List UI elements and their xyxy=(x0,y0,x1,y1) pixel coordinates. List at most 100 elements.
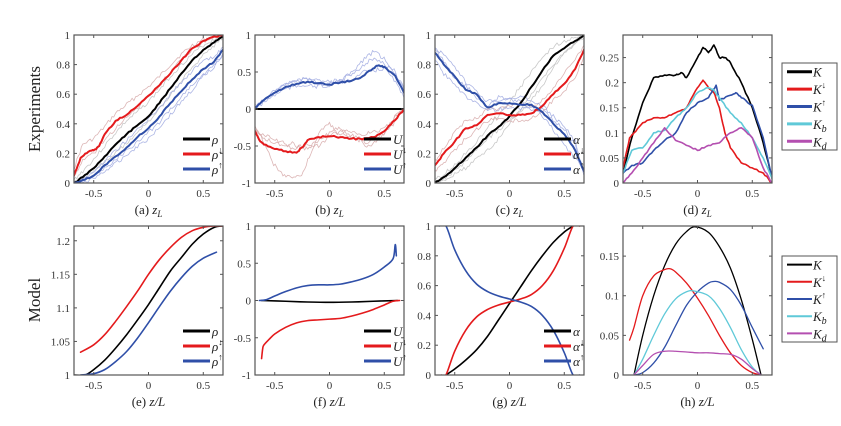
background-trace xyxy=(255,108,404,151)
plot-area xyxy=(255,49,404,179)
x-axis-label-var: z xyxy=(333,202,339,217)
background-trace xyxy=(74,54,223,183)
legend-label-h: K xyxy=(812,258,823,273)
y-tick-label: 1 xyxy=(426,30,432,42)
x-axis-label: (f) z/L xyxy=(313,394,345,409)
legend-sub: b xyxy=(822,316,827,327)
x-axis-label-var: z xyxy=(151,202,157,217)
x-axis-label-var: z/L xyxy=(148,394,165,409)
x-tick-label: 0 xyxy=(695,380,701,392)
panel-g: -0.5 0 0.500.20.40.60.81(g) z/Lαα↓α↑ xyxy=(417,221,585,409)
x-axis-label-sub: L xyxy=(156,209,162,219)
legend-sup: ↓ xyxy=(402,337,407,347)
plot-area xyxy=(628,226,764,375)
series-line-e-1 xyxy=(79,226,223,353)
legend-label-e: ρ xyxy=(211,324,218,339)
plot-area xyxy=(435,35,584,183)
x-axis-label-panel: (c) xyxy=(496,202,514,217)
y-tick-label: 0.6 xyxy=(56,89,70,101)
y-tick-label: 1.05 xyxy=(51,336,71,348)
series-line-a-2 xyxy=(74,48,223,183)
background-trace xyxy=(74,35,223,170)
y-tick-label: 1 xyxy=(246,30,252,42)
x-tick-label: 0.5 xyxy=(745,188,759,200)
legend-sub: d xyxy=(822,141,828,152)
series-line-h-3 xyxy=(633,289,762,375)
legend-label-h: Kd xyxy=(812,326,828,344)
legend-sup: ↓ xyxy=(218,337,223,347)
legend-symbol: ρ xyxy=(211,132,218,147)
background-trace xyxy=(435,55,584,172)
legend-sup: ↑ xyxy=(218,352,223,362)
x-tick-label: -0.5 xyxy=(85,188,103,200)
y-tick-label: 0.6 xyxy=(417,89,431,101)
axes-frame xyxy=(73,225,224,376)
y-tick-label: 0 xyxy=(614,178,620,190)
legend-sup: ↑ xyxy=(822,98,827,108)
legend-label-d: K↑ xyxy=(812,98,826,115)
legend-symbol: K xyxy=(812,134,823,149)
background-trace xyxy=(435,35,584,183)
y-tick-label: 0.5 xyxy=(237,67,251,79)
x-tick-label: 0 xyxy=(327,188,333,200)
background-trace xyxy=(255,108,404,150)
legend-label-g: α xyxy=(573,324,581,339)
y-tick-label: 1.15 xyxy=(51,269,71,281)
y-tick-label: 0.1 xyxy=(605,128,619,140)
y-tick-label: 0 xyxy=(426,178,432,190)
x-tick-label: 0.5 xyxy=(377,380,391,392)
series-line-h-2 xyxy=(633,280,764,375)
background-trace xyxy=(435,37,584,183)
y-tick-label: 0.05 xyxy=(600,153,620,165)
legend-symbol: K xyxy=(812,100,823,115)
series-line-h-4 xyxy=(633,350,762,375)
legend-label-b: U↓ xyxy=(393,145,407,162)
legend-symbol: ρ xyxy=(211,147,218,162)
y-tick-label: 0.2 xyxy=(56,148,70,160)
y-tick-label: 0.15 xyxy=(600,103,620,115)
legend-label-h: Kb xyxy=(812,309,827,327)
legend-symbol: K xyxy=(812,309,823,324)
legend-sup: ↓ xyxy=(822,273,827,283)
y-tick-label: 0.1 xyxy=(605,291,619,303)
series-line-f-1 xyxy=(260,299,401,360)
legend-symbol: U xyxy=(393,339,404,354)
y-tick-label: 0.4 xyxy=(417,119,431,131)
series-line-f-2 xyxy=(258,243,398,302)
legend-sub: b xyxy=(822,124,827,135)
series-line-h-1 xyxy=(628,267,762,375)
y-tick-label: 0 xyxy=(65,178,71,190)
axes-frame xyxy=(434,34,585,184)
background-trace xyxy=(255,49,404,106)
legend-label-d: K xyxy=(812,65,823,80)
axes-frame xyxy=(73,34,224,184)
background-trace xyxy=(74,37,223,183)
legend-symbol: α xyxy=(573,162,581,177)
x-tick-label: 0.5 xyxy=(196,380,210,392)
background-trace xyxy=(74,46,223,183)
x-axis-label-sub: L xyxy=(338,209,344,219)
background-trace xyxy=(435,47,584,176)
y-tick-label: 1.2 xyxy=(56,236,70,248)
x-axis-label: (c) zL xyxy=(496,202,524,219)
x-tick-label: 0.5 xyxy=(745,380,759,392)
legend-symbol: ρ xyxy=(211,339,218,354)
legend-sup: ↑ xyxy=(218,160,223,170)
panel-f: -0.5 0 0.5-1-0.500.51(f) z/LUU↓U↑ xyxy=(234,221,407,409)
legend-label-h: K↓ xyxy=(812,273,826,290)
x-tick-label: -0.5 xyxy=(446,380,464,392)
legend-label-g: α↑ xyxy=(573,352,584,369)
x-axis-label-sub: L xyxy=(706,209,712,219)
y-tick-label: 0.5 xyxy=(237,258,251,270)
x-axis-label-var: z/L xyxy=(698,394,715,409)
x-axis-label-panel: (h) xyxy=(680,394,698,409)
x-axis-label-panel: (g) xyxy=(492,394,510,409)
legend-label-b: U↑ xyxy=(393,160,407,177)
y-tick-label: -1 xyxy=(242,370,251,382)
x-axis-label-panel: (a) xyxy=(135,202,153,217)
legend-sup: ↓ xyxy=(822,80,827,90)
plot-area xyxy=(74,35,223,183)
legend-label-c: α xyxy=(573,132,581,147)
background-trace xyxy=(74,35,223,180)
